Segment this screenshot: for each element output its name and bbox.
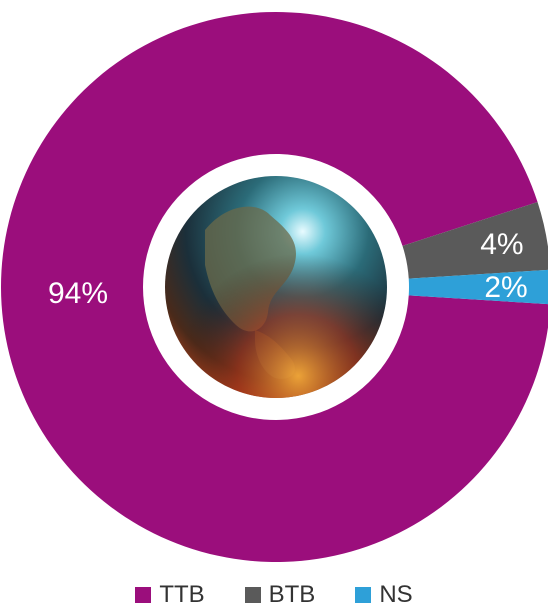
legend-swatch-btb <box>244 586 261 603</box>
slice-btb <box>402 202 548 279</box>
data-label-ttb: 94% <box>48 277 108 310</box>
legend-swatch-ns <box>355 586 372 603</box>
legend-label-ttb: TTB <box>159 580 205 608</box>
legend-label-ns: NS <box>379 580 413 608</box>
data-label-ns: 2% <box>484 271 527 304</box>
legend-label-btb: BTB <box>268 580 316 608</box>
legend-item-ns: NS <box>355 580 413 609</box>
slice-ttb <box>1 12 548 562</box>
data-label-btb: 4% <box>480 228 523 261</box>
legend-item-ttb: TTB <box>135 580 205 609</box>
legend-swatch-ttb <box>135 586 152 603</box>
globe-earth-image <box>165 176 387 398</box>
chart-legend: TTB BTB NS <box>0 580 548 609</box>
legend-item-btb: BTB <box>244 580 316 609</box>
slice-ns <box>408 269 548 305</box>
